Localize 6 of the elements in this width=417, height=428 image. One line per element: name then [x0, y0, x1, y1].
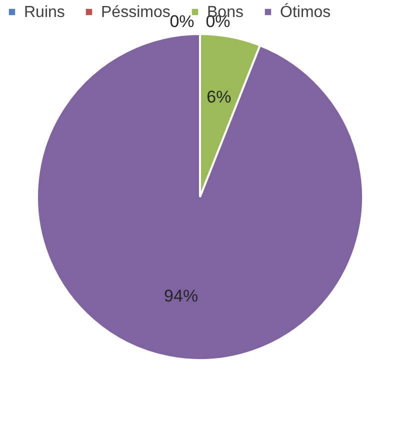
legend-label: Ótimos: [280, 3, 331, 21]
text: 0%: [170, 12, 194, 31]
legend-label: Ruins: [24, 4, 65, 21]
data-label: 94%: [164, 286, 198, 306]
legend-label: Péssimos: [101, 4, 170, 21]
data-label: 6%: [206, 88, 232, 107]
